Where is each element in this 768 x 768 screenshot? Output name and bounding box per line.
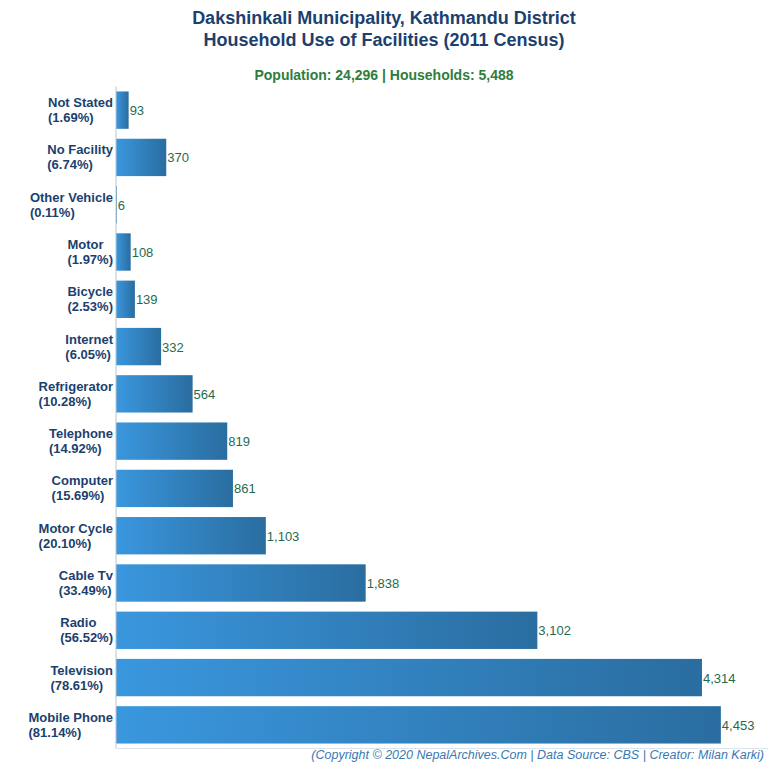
bar: [116, 422, 227, 459]
category-label: Not Stated: [48, 95, 113, 110]
caption: (Copyright © 2020 NepalArchives.Com | Da…: [311, 748, 764, 762]
data-label: 564: [194, 387, 216, 402]
title: Dakshinkali Municipality, Kathmandu Dist…: [192, 8, 576, 28]
category-label: Motor: [67, 237, 103, 252]
category-label: Internet: [65, 332, 113, 347]
data-label: 93: [130, 103, 144, 118]
category-label: Bicycle: [67, 284, 113, 299]
bar: [116, 375, 193, 412]
bar: [116, 612, 537, 649]
category-share: (78.61%): [50, 678, 103, 693]
labels: 93 Not Stated(1.69%) 370 No Facility(6.74%)…: [29, 95, 755, 740]
category-share: (14.92%): [49, 441, 102, 456]
bar: [116, 139, 166, 176]
bar: [116, 281, 135, 318]
category-share: (33.49%): [59, 583, 112, 598]
category-share: (10.28%): [39, 394, 92, 409]
chart: Dakshinkali Municipality, Kathmandu Dist…: [0, 0, 768, 768]
category-label: Computer: [52, 473, 113, 488]
bars: [116, 91, 721, 743]
bar: [116, 706, 721, 743]
y-axis-line: [116, 87, 117, 749]
category-share: (15.69%): [52, 488, 105, 503]
category-label: Radio: [60, 615, 96, 630]
bar: [116, 659, 702, 696]
data-label: 108: [132, 245, 154, 260]
category-share: (6.05%): [65, 347, 111, 362]
data-label: 139: [136, 292, 158, 307]
category-share: (56.52%): [60, 630, 113, 645]
data-label: 819: [228, 434, 250, 449]
bar: [116, 470, 233, 507]
category-label: Telephone: [49, 426, 113, 441]
data-label: 332: [162, 340, 184, 355]
bar: [116, 564, 366, 601]
category-label: Other Vehicle: [30, 190, 113, 205]
data-label: 4,314: [703, 671, 736, 686]
category-share: (20.10%): [39, 536, 92, 551]
data-label: 861: [234, 481, 256, 496]
bar: [116, 91, 129, 128]
bar: [116, 517, 266, 554]
category-share: (6.74%): [47, 157, 93, 172]
category-share: (81.14%): [29, 725, 82, 740]
category-share: (0.11%): [30, 205, 75, 220]
category-label: Mobile Phone: [29, 710, 114, 725]
category-label: Refrigerator: [39, 379, 113, 394]
data-label: 1,838: [367, 576, 400, 591]
category-share: (1.69%): [48, 110, 94, 125]
category-label: Television: [50, 663, 113, 678]
bar: [116, 328, 161, 365]
subtitle: Population: 24,296 | Households: 5,488: [254, 67, 513, 83]
title: Household Use of Facilities (2011 Census…: [203, 30, 564, 50]
data-label: 4,453: [722, 718, 755, 733]
data-label: 6: [118, 198, 125, 213]
data-label: 370: [167, 150, 189, 165]
data-label: 1,103: [267, 529, 300, 544]
category-share: (1.97%): [67, 252, 113, 267]
category-label: Motor Cycle: [39, 521, 113, 536]
category-label: Cable Tv: [59, 568, 114, 583]
data-label: 3,102: [538, 623, 571, 638]
bar: [116, 233, 131, 270]
category-share: (2.53%): [67, 299, 113, 314]
category-label: No Facility: [47, 142, 114, 157]
